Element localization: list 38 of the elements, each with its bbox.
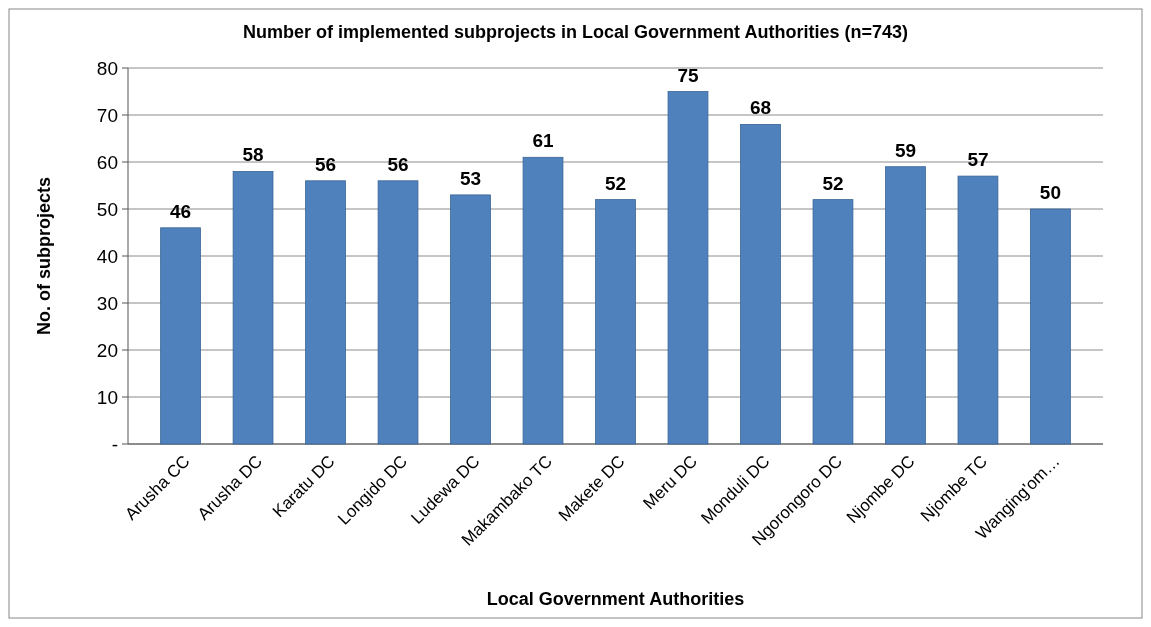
bar (377, 180, 419, 445)
y-tick-label: 20 (96, 339, 118, 361)
data-label: 56 (387, 153, 409, 175)
data-label: 53 (459, 167, 482, 189)
bar (450, 194, 491, 445)
bar (232, 171, 274, 445)
y-tick-label: 60 (96, 151, 118, 173)
data-label: 58 (242, 144, 264, 166)
y-tick-label: 70 (96, 104, 118, 126)
y-tick-label: - (111, 433, 118, 455)
data-label: 57 (967, 149, 989, 171)
y-tick-label: 80 (96, 57, 118, 79)
bar (160, 227, 201, 445)
bar (667, 91, 709, 445)
x-axis-title: Local Government Authorities (486, 589, 745, 609)
bar (957, 175, 999, 445)
data-label: 61 (532, 130, 555, 152)
y-axis-title: No. of subprojects (34, 176, 54, 336)
data-label: 52 (822, 172, 844, 194)
bar (740, 124, 781, 445)
bar (1030, 208, 1071, 445)
data-label: 56 (314, 153, 337, 175)
data-label: 59 (894, 139, 917, 161)
chart-title: Number of implemented subprojects in Local Government Authorities (n=743) (243, 22, 908, 42)
y-tick-label: 40 (96, 245, 118, 267)
y-tick-label: 30 (96, 292, 118, 314)
data-label: 75 (677, 64, 699, 86)
bar (812, 199, 854, 445)
data-label: 68 (749, 97, 772, 119)
bar (595, 199, 636, 445)
bar (522, 156, 564, 445)
data-label: 46 (169, 200, 192, 222)
data-label: 50 (1039, 182, 1062, 203)
bar (305, 180, 346, 445)
y-tick-label: 50 (96, 198, 118, 220)
data-label: 52 (604, 172, 627, 194)
bar (885, 166, 926, 445)
y-tick-label: 10 (96, 386, 118, 408)
